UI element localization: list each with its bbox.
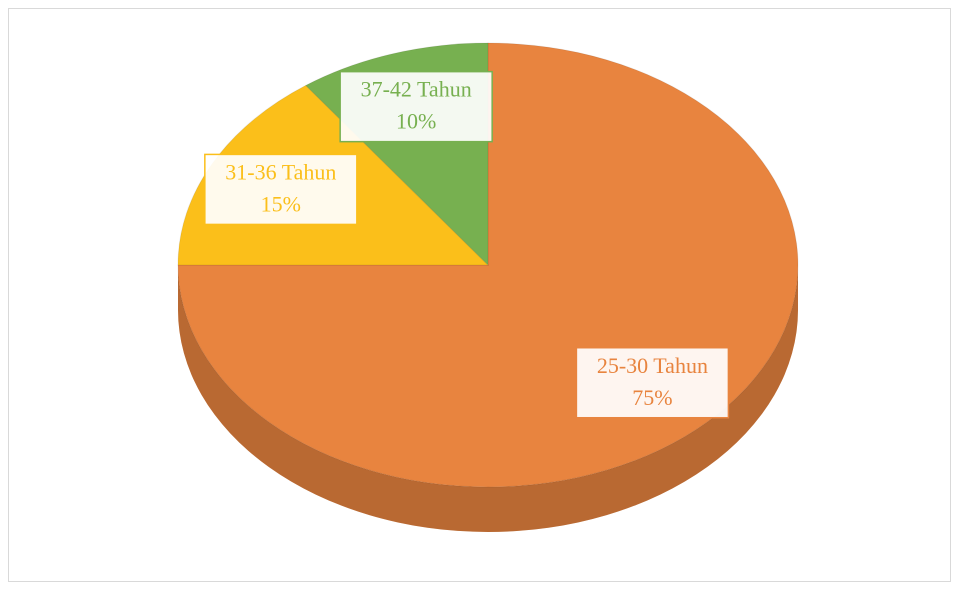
data-label-value: 10% [396, 109, 436, 134]
data-label-value: 75% [632, 385, 672, 410]
data-label-box [339, 70, 493, 143]
data-labels: 25-30 Tahun 75% 31-36 Tahun 15% 37-42 Tahun 1… [204, 70, 730, 419]
slice-side-shade [178, 265, 798, 532]
slice-side [178, 265, 798, 532]
data-label-category: 25-30 Tahun [597, 353, 708, 378]
data-label-box [575, 346, 730, 419]
data-label-value: 15% [261, 191, 301, 216]
data-label-category: 31-36 Tahun [225, 159, 336, 184]
data-label-box [204, 153, 358, 226]
data-label-category: 37-42 Tahun [361, 77, 472, 102]
pie-sides [178, 265, 798, 532]
